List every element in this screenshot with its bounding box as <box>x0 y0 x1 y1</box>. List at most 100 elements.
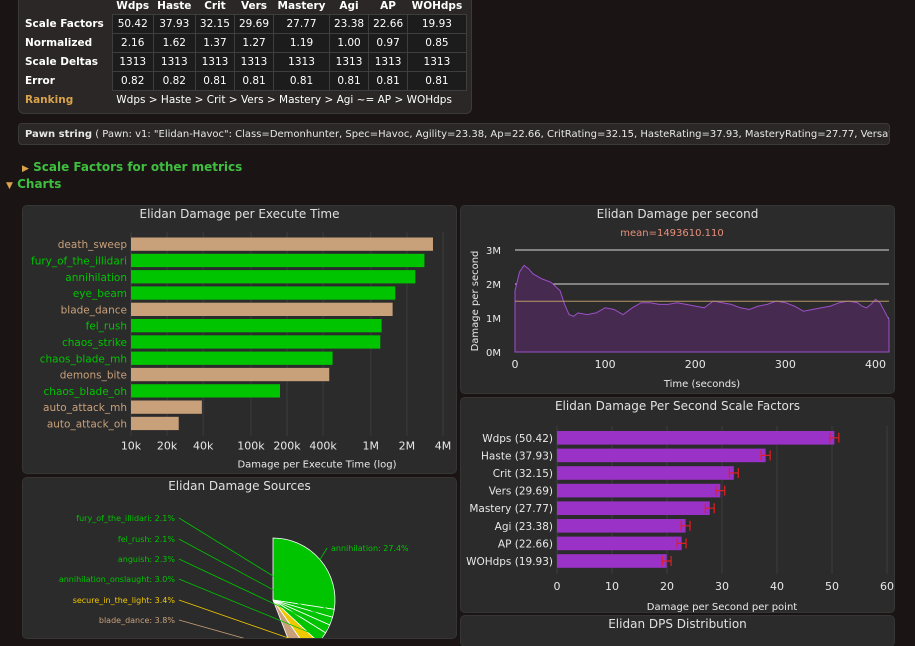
category-label: fury_of_the_illidari <box>31 255 127 267</box>
table-row: Scale Factors 50.42 37.93 32.15 29.69 27.77 23… <box>23 14 467 34</box>
scale-factors-table: Wdps Haste Crit Vers Mastery Agi AP WOHdps Scal… <box>18 0 472 114</box>
x-tick-label: 30 <box>715 580 729 593</box>
x-tick-label: 0 <box>554 580 561 593</box>
label-leader <box>178 517 334 614</box>
table-cell: 1313 <box>273 52 330 72</box>
x-tick-label: 0 <box>512 358 519 371</box>
table-cell: 1313 <box>407 52 467 72</box>
table-cell: 1.27 <box>233 33 275 53</box>
bar <box>557 536 682 551</box>
slice-label: secure_in_the_light: 3.4% <box>73 596 176 605</box>
table-cell: 0.97 <box>368 33 409 53</box>
y-tick-label: 2M <box>486 280 501 291</box>
slice-label: annihilation: 27.4% <box>331 544 409 553</box>
category-label: Haste (37.93) <box>481 450 553 462</box>
category-label: Mastery (27.77) <box>469 503 553 515</box>
toggle-other-metrics[interactable]: ▶ Scale Factors for other metrics <box>22 160 242 174</box>
chart-dps-timeline-title: Elidan Damage per second <box>596 207 759 221</box>
pie-slice <box>272 599 301 638</box>
table-row: Normalized 2.16 1.62 1.37 1.27 1.19 1.00 0.97 0.… <box>23 33 467 53</box>
table-cell: 1313 <box>111 52 154 72</box>
bar <box>557 448 766 463</box>
chart-scale-factors: 0 10 20 30 40 50 60 Damage per Second per point… <box>466 426 894 612</box>
x-tick-label: 1M <box>363 440 380 453</box>
pawn-string-value: ( Pawn: v1: "Elidan-Havoc": Class=Demonh… <box>95 129 889 140</box>
ranking-value: Wdps > Haste > Crit > Vers > Mastery > A… <box>116 94 452 106</box>
table-cell: 1313 <box>233 52 275 72</box>
x-tick-label: 2M <box>399 440 416 453</box>
table-cell: 27.77 <box>273 14 330 34</box>
bar <box>131 302 393 316</box>
error-bar <box>661 556 672 566</box>
table-corner <box>23 0 112 15</box>
table-cell: 0.81 <box>194 71 235 91</box>
table-cell: 0.81 <box>233 71 275 91</box>
x-tick-label: 40k <box>193 440 214 453</box>
table-cell: 0.81 <box>273 71 330 91</box>
table-cell: 1.37 <box>194 33 235 53</box>
table-cell: 0.82 <box>111 71 154 91</box>
category-label: chaos_blade_oh <box>44 386 127 398</box>
error-bar <box>829 432 840 443</box>
pawn-string-label: Pawn string <box>25 129 93 140</box>
category-label: chaos_strike <box>62 337 127 349</box>
bar <box>557 519 686 533</box>
column-header: Mastery <box>277 0 326 12</box>
toggle-charts[interactable]: ▼ Charts <box>6 177 61 191</box>
toggle-charts-label: Charts <box>17 177 62 191</box>
chart-damage-sources: annihilation: 27.4% fury_of_the_illidari:… <box>59 514 409 638</box>
error-bar <box>728 468 739 478</box>
series-area <box>514 264 890 353</box>
category-label: Wdps (50.42) <box>482 433 553 445</box>
x-tick-label: 4M <box>435 440 452 453</box>
bar <box>131 416 179 431</box>
column-header: Vers <box>240 0 268 12</box>
ranking-label: Ranking <box>25 93 74 106</box>
category-label: Agi (23.38) <box>495 521 553 533</box>
y-tick-label: 3M <box>486 246 501 257</box>
bar <box>131 335 381 349</box>
bar <box>131 400 202 414</box>
category-label: eye_beam <box>73 288 127 300</box>
category-label: demons_bite <box>60 370 127 382</box>
chart-dps-timeline: mean=1493610.110 0M 1M 2M 3M 0 100 200 300 400 Tim… <box>470 228 890 390</box>
slice-label: fury_of_the_illidari: 2.1% <box>76 514 175 523</box>
table-cell: 29.69 <box>233 14 275 34</box>
label-leader <box>178 599 290 638</box>
bar <box>557 554 667 568</box>
column-header: Haste <box>157 0 192 12</box>
category-label: Crit (32.15) <box>493 468 553 480</box>
table-row: Scale Deltas 1313 1313 1313 1313 1313 1313 1313… <box>23 52 467 72</box>
x-axis-label: Damage per Second per point <box>647 602 798 612</box>
slice-label: fel_rush: 2.1% <box>118 535 176 544</box>
category-label: WOHdps (19.93) <box>466 556 553 568</box>
chart-scale-factors-title: Elidan Damage Per Second Scale Factors <box>554 399 801 413</box>
x-tick-label: 400 <box>865 358 886 371</box>
chart-execute-time-panel: Elidan Damage per Execute Time 10k 20k 40k… <box>23 206 456 473</box>
column-header: WOHdps <box>411 0 463 12</box>
x-tick-label: 100 <box>595 358 616 371</box>
table-cell: 23.38 <box>328 14 370 34</box>
table-cell: 1313 <box>328 52 370 72</box>
row-header: Scale Factors <box>25 18 104 30</box>
mean-annotation: mean=1493610.110 <box>620 228 724 239</box>
x-axis-label: Time (seconds) <box>663 379 740 390</box>
table-cell: 37.93 <box>152 14 196 34</box>
table-cell: 0.85 <box>407 33 467 53</box>
x-tick-label: 200 <box>685 358 706 371</box>
error-bar <box>715 485 726 496</box>
bar <box>131 319 382 333</box>
chart-damage-sources-title: Elidan Damage Sources <box>168 479 311 493</box>
category-label: blade_dance <box>61 304 127 316</box>
x-tick-label: 400k <box>309 440 337 453</box>
x-tick-label: 60 <box>880 580 894 593</box>
bar <box>557 466 734 480</box>
label-leader <box>319 547 328 560</box>
chart-execute-time: 10k 20k 40k 100k 200k 400k 1M 2M 4M Damage per Ex… <box>31 232 452 471</box>
bar <box>131 270 416 284</box>
bar <box>557 483 721 498</box>
slice-label: annihilation_onslaught: 3.0% <box>59 575 176 584</box>
category-label: death_sweep <box>58 239 128 251</box>
chart-dps-distribution-title: Elidan DPS Distribution <box>608 617 747 631</box>
y-axis-label: Damage per second <box>470 251 481 352</box>
